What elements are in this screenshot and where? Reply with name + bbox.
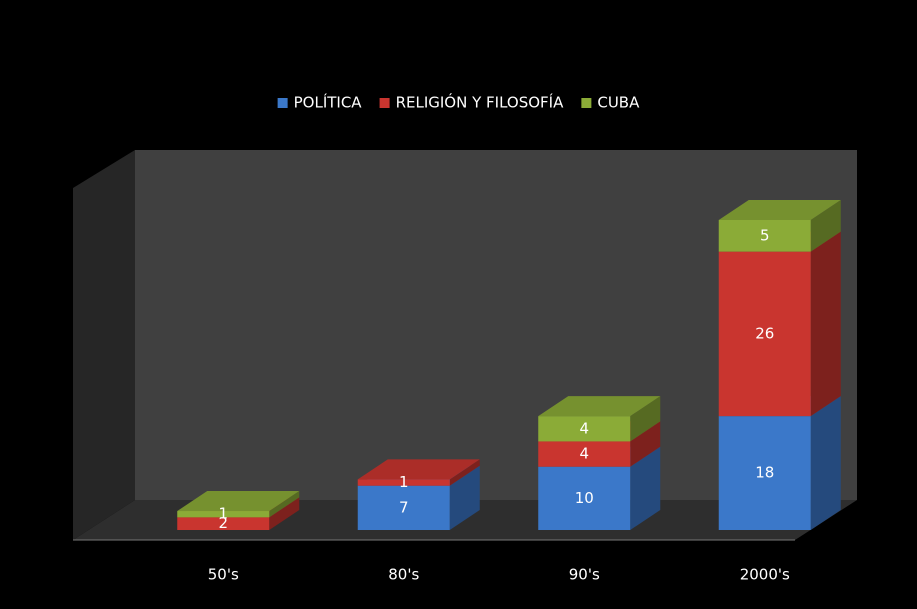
bar-top	[357, 459, 480, 480]
bar	[718, 416, 811, 530]
bar	[538, 441, 631, 467]
bar	[357, 485, 450, 530]
data-label: 5	[760, 226, 770, 244]
bar-top	[538, 396, 661, 417]
bar	[538, 466, 631, 530]
bar	[177, 517, 270, 530]
legend-swatch	[277, 98, 288, 108]
bar	[718, 220, 811, 252]
bar-side	[810, 396, 841, 530]
side-wall	[73, 150, 135, 540]
legend-label: RELIGIÓN Y FILOSOFÍA	[396, 93, 565, 112]
x-tick-label: 90's	[569, 566, 600, 584]
legend-swatch	[379, 98, 390, 108]
data-label: 7	[399, 498, 409, 516]
x-tick-label: 2000's	[740, 566, 790, 584]
bar-side	[449, 465, 480, 530]
data-label: 1	[399, 473, 409, 491]
bar-side	[630, 396, 661, 442]
bar-side	[269, 497, 300, 530]
bar-side	[810, 200, 841, 252]
bar-side	[630, 446, 661, 530]
data-label: 4	[579, 419, 589, 437]
bar	[538, 416, 631, 442]
bar-side	[630, 421, 661, 467]
data-label: 10	[575, 489, 594, 507]
bar	[177, 511, 270, 518]
data-label: 4	[579, 445, 589, 463]
x-tick-label: 50's	[208, 566, 239, 584]
bar	[357, 479, 450, 486]
data-label: 18	[755, 464, 774, 482]
bar-side	[810, 231, 841, 417]
data-label: 26	[755, 324, 774, 342]
legend-swatch	[581, 98, 592, 108]
bar	[718, 251, 811, 417]
bar-top	[177, 491, 300, 512]
legend-label: CUBA	[597, 94, 640, 112]
x-tick-label: 80's	[388, 566, 419, 584]
bar-side	[449, 459, 480, 486]
data-label: 2	[218, 514, 228, 532]
bar-side	[269, 491, 300, 518]
bar-top	[718, 200, 841, 220]
legend-label: POLÍTICA	[294, 93, 363, 112]
data-label: 1	[218, 505, 228, 523]
back-wall	[135, 150, 857, 500]
